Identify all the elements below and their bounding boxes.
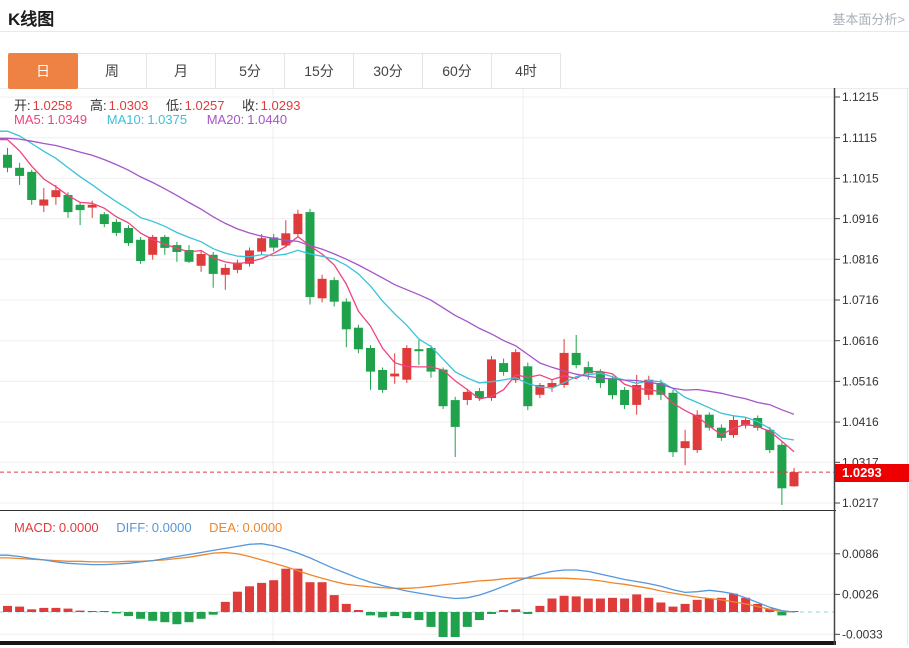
svg-text:1.0816: 1.0816: [842, 253, 879, 267]
candles-layer: [3, 147, 799, 505]
svg-text:1.0616: 1.0616: [842, 334, 879, 348]
dea-value-legend: DEA: 0.0000: [209, 520, 283, 535]
tab-4hour[interactable]: 4时: [491, 53, 561, 89]
ohlc-legend: 开: 1.0258 高: 1.0303 低: 1.0257 收: 1.0293: [14, 95, 314, 114]
tab-day[interactable]: 日: [8, 53, 78, 89]
axis-labels: 1.1215 1.1115 1.1015 1.0916 1.0816 1.0716 1.06…: [834, 90, 883, 642]
ma20-legend: MA20: 1.0440: [206, 112, 288, 127]
svg-text:1.0516: 1.0516: [842, 375, 879, 389]
svg-text:1.0916: 1.0916: [842, 212, 879, 226]
high-value: 1.0303: [108, 98, 149, 113]
bottom-time-axis-bar: [0, 641, 836, 645]
open-value: 1.0258: [32, 98, 73, 113]
macd-pane: [0, 543, 834, 637]
ma10-legend: MA10: 1.0375: [106, 112, 188, 127]
macd-legend: MACD: 0.0000 DIFF: 0.0000 DEA: 0.0000: [14, 520, 296, 535]
header-divider: [0, 31, 909, 32]
page-title: K线图: [8, 10, 55, 29]
ma20-line: [0, 137, 795, 415]
dea-line: [0, 551, 795, 613]
svg-text:0.0086: 0.0086: [842, 547, 879, 561]
chrome-layer: [0, 88, 908, 645]
period-tabbar: 日 周 月 5分 15分 30分 60分 4时: [8, 53, 561, 89]
low-label: 低:: [166, 98, 183, 113]
tab-15min[interactable]: 15分: [284, 53, 354, 89]
current-price-badge: 1.0293: [835, 464, 909, 482]
ma10-line: [0, 130, 795, 441]
ma-legend: MA5: 1.0349 MA10: 1.0375 MA20: 1.0440: [14, 112, 303, 127]
diff-value-legend: DIFF: 0.0000: [116, 520, 192, 535]
tab-60min[interactable]: 60分: [422, 53, 492, 89]
close-value: 1.0293: [260, 98, 301, 113]
svg-text:1.0716: 1.0716: [842, 293, 879, 307]
high-label: 高:: [90, 98, 107, 113]
fundamental-analysis-link[interactable]: 基本面分析>: [832, 12, 905, 27]
svg-text:1.1215: 1.1215: [842, 90, 879, 104]
svg-text:1.1115: 1.1115: [842, 131, 877, 145]
svg-text:1.0416: 1.0416: [842, 415, 879, 429]
ma5-legend: MA5: 1.0349: [14, 112, 88, 127]
grid-layer: [0, 89, 834, 641]
macd-value-legend: MACD: 0.0000: [14, 520, 99, 535]
close-label: 收:: [242, 98, 259, 113]
svg-text:1.1015: 1.1015: [842, 172, 879, 186]
ma-layer: [0, 130, 795, 453]
svg-text:1.0217: 1.0217: [842, 496, 879, 510]
ma5-line: [0, 138, 795, 453]
tab-week[interactable]: 周: [77, 53, 147, 89]
tab-month[interactable]: 月: [146, 53, 216, 89]
low-value: 1.0257: [184, 98, 225, 113]
svg-text:-0.0033: -0.0033: [842, 628, 883, 642]
tab-5min[interactable]: 5分: [215, 53, 285, 89]
open-label: 开:: [14, 98, 31, 113]
tab-30min[interactable]: 30分: [353, 53, 423, 89]
svg-text:0.0026: 0.0026: [842, 588, 879, 602]
diff-line: [0, 543, 795, 613]
